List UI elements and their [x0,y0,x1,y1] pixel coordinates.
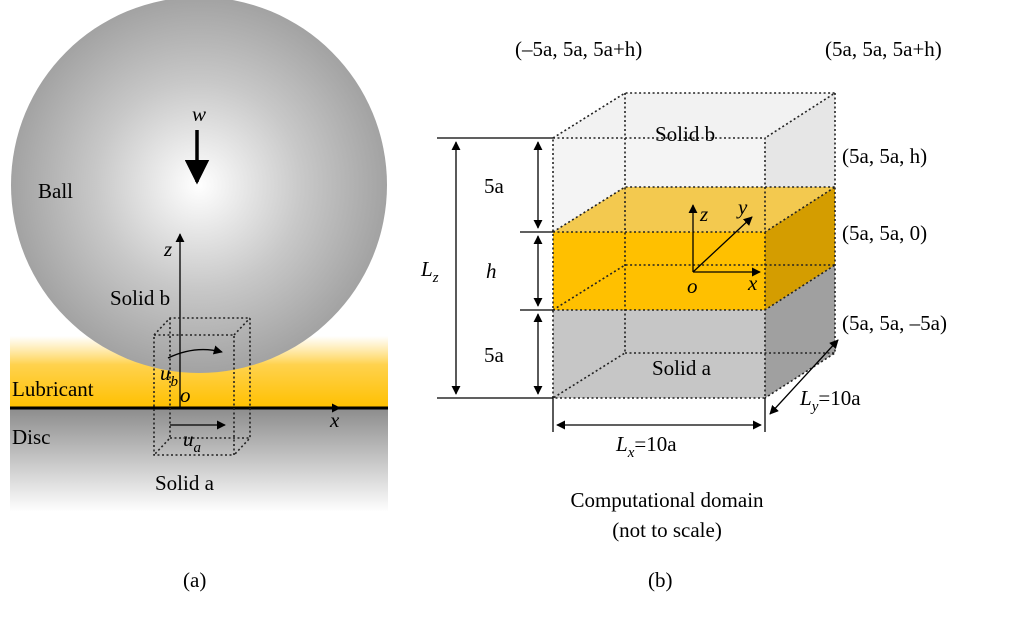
z-label: z [163,237,172,261]
corner-back-left: (–5a, 5a, 5a+h) [515,37,642,61]
axis-z-label: z [699,202,708,226]
solid-b-label: Solid b [655,122,715,146]
corner-minus: (5a, 5a, –5a) [842,311,947,335]
text-part: L [420,257,433,281]
ball-label: Ball [38,179,73,203]
corner-h: (5a, 5a, h) [842,144,927,168]
axis-x-label: x [747,271,758,295]
w-label: w [192,102,206,126]
lubricant-label: Lubricant [12,377,94,401]
text-part: b [171,374,179,390]
ly-label: Ly=10a [799,386,861,415]
dim-h: h [486,259,497,283]
domain-line-2: (not to scale) [612,518,722,542]
solid-a-label: Solid a [155,471,215,495]
lz-label: Lz [420,257,439,286]
lx-label: Lx=10a [615,432,677,461]
caption-a: (a) [183,568,206,592]
corner-back-right: (5a, 5a, 5a+h) [825,37,942,61]
text-part: =10a [634,432,677,456]
text-part: y [810,399,819,415]
solid-a-front [553,310,765,398]
solid-b-label: Solid b [110,286,170,310]
dim-bottom: 5a [484,343,505,367]
dim-top: 5a [484,174,505,198]
text-part: z [432,270,439,286]
corner-0: (5a, 5a, 0) [842,221,927,245]
x-label: x [329,408,340,432]
text-part: a [194,440,202,456]
axis-y-label: y [736,195,748,219]
panel-b: (–5a, 5a, 5a+h) (5a, 5a, 5a+h) (5a, 5a, … [420,37,947,592]
figure: Ball w z Solid b ub Lubricant o x Disc u… [0,0,1010,618]
caption-b: (b) [648,568,673,592]
text-part: u [160,361,171,385]
text-part: =10a [818,386,861,410]
text-part: L [615,432,628,456]
origin-label: o [687,274,698,298]
origin-label: o [180,383,191,407]
domain-line-1: Computational domain [570,488,764,512]
panel-a: Ball w z Solid b ub Lubricant o x Disc u… [10,0,388,592]
disc-label: Disc [12,425,51,449]
text-part: L [799,386,812,410]
text-part: u [183,427,194,451]
solid-a-label: Solid a [652,356,712,380]
lubricant-front [553,232,765,310]
